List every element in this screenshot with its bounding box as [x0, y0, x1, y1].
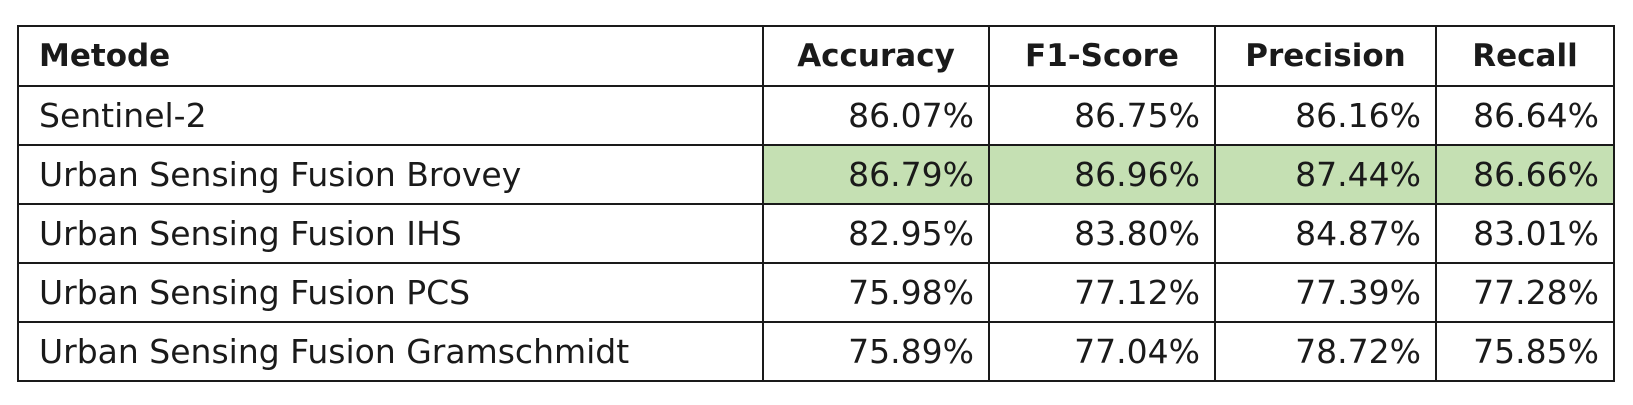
- recall-cell: 86.64%: [1435, 85, 1615, 146]
- method-cell: Urban Sensing Fusion PCS: [17, 262, 764, 323]
- precision-cell: 86.16%: [1214, 85, 1437, 146]
- header-row: Metode Accuracy F1-Score Precision Recal…: [17, 25, 1615, 87]
- recall-cell: 83.01%: [1435, 203, 1615, 264]
- table-row: Urban Sensing Fusion PCS 75.98% 77.12% 7…: [17, 262, 1615, 323]
- accuracy-cell: 86.07%: [762, 85, 990, 146]
- precision-cell: 87.44%: [1214, 144, 1437, 205]
- header-precision: Precision: [1214, 25, 1437, 87]
- header-recall: Recall: [1435, 25, 1615, 87]
- accuracy-cell: 75.98%: [762, 262, 990, 323]
- method-cell: Urban Sensing Fusion IHS: [17, 203, 764, 264]
- method-cell: Sentinel-2: [17, 85, 764, 146]
- precision-cell: 84.87%: [1214, 203, 1437, 264]
- f1-score-cell: 77.04%: [988, 321, 1216, 382]
- table-row: Sentinel-2 86.07% 86.75% 86.16% 86.64%: [17, 85, 1615, 146]
- precision-cell: 77.39%: [1214, 262, 1437, 323]
- method-cell: Urban Sensing Fusion Gramschmidt: [17, 321, 764, 382]
- header-accuracy: Accuracy: [762, 25, 990, 87]
- recall-cell: 75.85%: [1435, 321, 1615, 382]
- table-body: Sentinel-2 86.07% 86.75% 86.16% 86.64% U…: [17, 85, 1615, 382]
- accuracy-cell: 82.95%: [762, 203, 990, 264]
- recall-cell: 86.66%: [1435, 144, 1615, 205]
- f1-score-cell: 77.12%: [988, 262, 1216, 323]
- accuracy-cell: 75.89%: [762, 321, 990, 382]
- method-cell: Urban Sensing Fusion Brovey: [17, 144, 764, 205]
- accuracy-cell: 86.79%: [762, 144, 990, 205]
- header-method: Metode: [17, 25, 764, 87]
- table-row: Urban Sensing Fusion IHS 82.95% 83.80% 8…: [17, 203, 1615, 264]
- table-header: Metode Accuracy F1-Score Precision Recal…: [17, 25, 1615, 87]
- header-f1-score: F1-Score: [988, 25, 1216, 87]
- table-row: Urban Sensing Fusion Brovey 86.79% 86.96…: [17, 144, 1615, 205]
- f1-score-cell: 86.75%: [988, 85, 1216, 146]
- f1-score-cell: 83.80%: [988, 203, 1216, 264]
- results-table: Metode Accuracy F1-Score Precision Recal…: [17, 25, 1615, 382]
- table-row: Urban Sensing Fusion Gramschmidt 75.89% …: [17, 321, 1615, 382]
- recall-cell: 77.28%: [1435, 262, 1615, 323]
- f1-score-cell: 86.96%: [988, 144, 1216, 205]
- precision-cell: 78.72%: [1214, 321, 1437, 382]
